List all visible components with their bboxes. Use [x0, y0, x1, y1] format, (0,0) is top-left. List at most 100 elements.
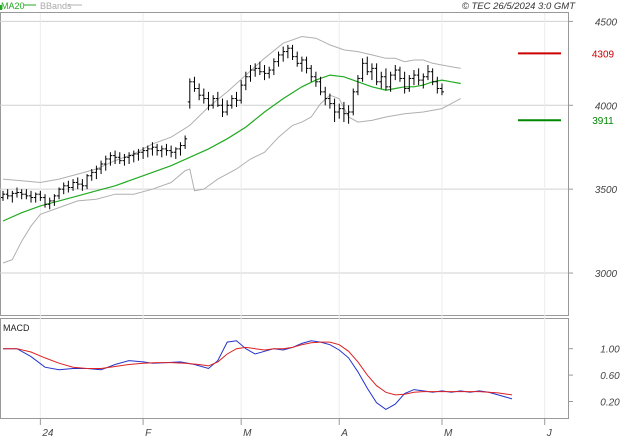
ma20-legend-label: MA20	[1, 1, 25, 11]
ohlc-bar	[411, 70, 416, 86]
ohlc-bar	[229, 95, 234, 109]
ohlc-bar	[248, 65, 253, 82]
ohlc-bar	[374, 63, 379, 86]
ohlc-bar	[33, 192, 38, 203]
ohlc-bar	[1, 190, 5, 201]
ohlc-bar	[318, 76, 323, 96]
ohlc-bar	[332, 98, 337, 123]
signal-line	[3, 341, 513, 396]
ohlc-bar	[150, 142, 155, 156]
ohlc-bar	[103, 155, 108, 171]
ohlc-bar	[94, 165, 99, 180]
ohlc-bar	[416, 68, 421, 86]
x-tick-label: F	[145, 428, 152, 439]
ohlc-bar	[369, 63, 374, 81]
ohlc-bar	[211, 95, 216, 109]
price-y-tick-label: 3500	[595, 185, 618, 196]
ohlc-bar	[309, 65, 314, 82]
ohlc-bar	[257, 61, 262, 76]
ohlc-bar	[71, 179, 76, 191]
ohlc-bar	[215, 91, 220, 107]
ohlc-bar	[267, 66, 272, 79]
price-y-tick-label: 4000	[595, 101, 618, 112]
ohlc-bar	[155, 143, 160, 156]
ohlc-bar	[327, 93, 332, 109]
ohlc-bar	[29, 190, 34, 203]
ohlc-bar	[75, 177, 80, 190]
price-levels: 4309 3911	[518, 49, 615, 127]
ohlc-bar	[187, 78, 192, 109]
macd-panel-title: MACD	[3, 323, 30, 333]
ohlc-bar	[24, 189, 29, 200]
ohlc-bar	[206, 91, 211, 111]
ohlc-bar	[337, 103, 342, 119]
ohlc-bar	[281, 46, 286, 62]
ohlc-bar	[346, 105, 351, 124]
ohlc-bar	[108, 152, 113, 166]
ohlc-bar	[299, 56, 304, 72]
ma20-line	[2, 74, 461, 222]
ohlc-bar	[421, 73, 426, 89]
ohlc-bar	[10, 190, 15, 203]
ohlc-bar	[388, 71, 393, 92]
ohlc-bar	[220, 98, 225, 118]
ohlc-bar	[239, 80, 244, 104]
support-level-label: 3911	[592, 116, 614, 127]
legend: MA20 BBands	[0, 1, 82, 11]
copyright-label: © TEC 26/5/2024 3:0 GMT	[462, 1, 576, 12]
ohlc-bar	[164, 143, 169, 156]
ohlc-bar	[183, 135, 188, 149]
price-y-axis: 3000 3500 4000 4500	[568, 17, 618, 280]
ohlc-bar	[136, 148, 141, 161]
ohlc-bar	[47, 197, 52, 210]
ohlc-bar	[57, 187, 62, 200]
ohlc-bar	[402, 71, 407, 94]
ohlc-bar	[407, 75, 412, 92]
ohlc-bar	[439, 83, 444, 96]
ohlc-bar	[178, 142, 183, 156]
macd-y-axis: 1.00 0.60 0.20	[568, 345, 620, 409]
ohlc-bar	[192, 76, 197, 92]
x-tick-label: M	[444, 428, 453, 439]
price-y-tick-label: 4500	[595, 17, 618, 28]
ohlc-bar	[117, 152, 122, 164]
macd-y-tick-label: 0.20	[600, 398, 620, 409]
x-tick-label: 24	[41, 428, 54, 439]
ohlc-bar	[360, 58, 365, 82]
ohlc-bar	[285, 44, 290, 59]
price-y-tick-label: 3000	[595, 269, 618, 280]
ohlc-bar	[379, 71, 384, 89]
resistance-level-label: 4309	[592, 49, 615, 60]
macd-line	[3, 340, 513, 410]
ohlc-bar	[43, 194, 48, 208]
ohlc-bar	[253, 63, 258, 77]
ohlc-bar	[159, 145, 164, 158]
ohlc-bar	[173, 147, 178, 159]
ohlc-bar	[19, 189, 24, 200]
macd-y-tick-label: 0.60	[600, 371, 620, 382]
ohlc-bar	[89, 169, 94, 181]
ohlc-bar	[131, 150, 136, 163]
ohlc-bar	[365, 56, 370, 76]
ohlc-bar	[225, 100, 230, 116]
bollinger-bands	[2, 35, 461, 264]
ohlc-bar	[276, 51, 281, 67]
bbands-legend-label: BBands	[40, 1, 72, 11]
ohlc-bar	[271, 58, 276, 76]
ohlc-bar	[383, 68, 388, 91]
ohlc-bar	[262, 65, 267, 81]
price-gridlines	[0, 13, 568, 418]
ohlc-bar	[290, 44, 295, 60]
ohlc-bar	[201, 88, 206, 104]
ohlc-bar	[141, 147, 146, 159]
bb-upper-line	[2, 35, 461, 184]
ohlc-bars	[1, 44, 444, 210]
ohlc-bar	[122, 153, 127, 166]
ohlc-bar	[243, 71, 248, 91]
ohlc-bar	[145, 145, 150, 158]
ohlc-bar	[113, 150, 118, 164]
ohlc-bar	[5, 189, 10, 200]
ohlc-bar	[425, 65, 430, 81]
ohlc-bar	[61, 182, 66, 195]
